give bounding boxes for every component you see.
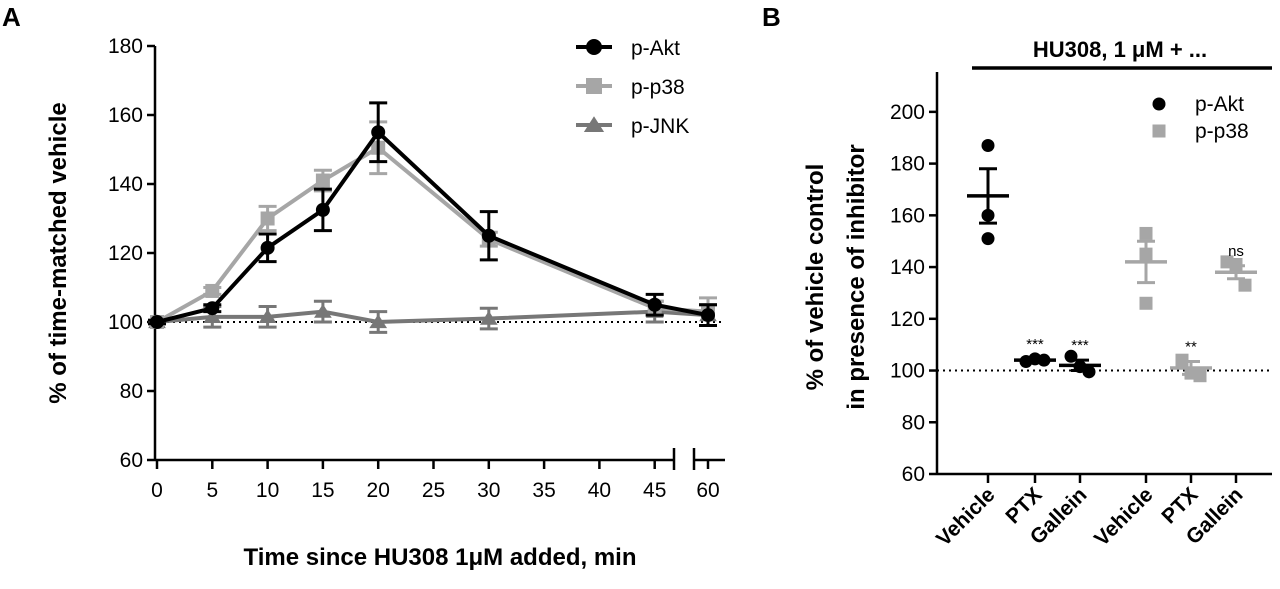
panel-a-y-tick-label: 140 (108, 173, 143, 196)
panel-a-y-tick-label: 80 (120, 380, 143, 403)
data-point-p-Akt (260, 240, 275, 255)
panel-b-y-tick-label: 200 (890, 101, 925, 124)
legend-label-p-JNK: p-JNK (631, 115, 689, 138)
data-point-p-Akt (1082, 365, 1096, 379)
panel-b-y-axis-title-line1: % of vehicle control (802, 164, 829, 391)
legend-label-p-p38: p-p38 (631, 76, 685, 99)
data-point-p-JNK (314, 303, 332, 318)
data-point-p-Akt (981, 208, 995, 222)
data-point-p-p38 (1139, 226, 1153, 240)
panel-b-y-tick-label: 100 (890, 360, 925, 383)
significance-label: ns (1228, 243, 1244, 260)
data-point-p-Akt (701, 308, 715, 323)
data-point-p-p38 (205, 283, 220, 298)
panel-a-x-tick-label: 25 (422, 479, 445, 502)
data-point-p-Akt (647, 297, 662, 312)
data-point-p-Akt (981, 232, 995, 246)
panel-b-y-tick-label: 80 (902, 411, 925, 434)
data-point-p-JNK (203, 309, 222, 323)
data-point-p-JNK (258, 309, 277, 323)
panel-a-x-tick-label: 45 (643, 479, 666, 502)
series-line-p-p38 (156, 145, 709, 324)
panel-a-y-tick-label: 160 (108, 104, 143, 127)
significance-label: *** (1071, 337, 1089, 354)
panel-b-y-tick-label: 140 (890, 256, 925, 279)
panel-a-x-tick-label: 5 (206, 479, 218, 502)
data-point-p-Akt (981, 138, 995, 152)
panel-b-category-label: Vehicle (1090, 483, 1157, 550)
legend-label-p-p38: p-p38 (1195, 120, 1249, 143)
data-point-p-p38 (1229, 257, 1243, 271)
panel-a-line-chart: % of time-matched vehicle Time since HU3… (45, 35, 725, 571)
panel-a-y-tick-label: 100 (108, 311, 143, 334)
panel-a-x-tick-label: 10 (256, 479, 279, 502)
panel-label-b: B (762, 2, 781, 32)
legend-marker-p-p38 (1152, 124, 1166, 138)
panel-a-x-tick-label: 35 (532, 479, 555, 502)
panel-a-y-tick-label: 120 (108, 242, 143, 265)
panel-a-x-axis-title: Time since HU308 1μM added, min (243, 544, 636, 571)
panel-a-x-tick-label: 40 (588, 479, 611, 502)
panel-b-y-tick-label: 60 (902, 463, 925, 486)
panel-a-x-tick-label: 15 (311, 479, 334, 502)
panel-a-x-tick-label: 20 (367, 479, 390, 502)
data-point-p-p38 (260, 211, 275, 226)
data-point-p-p38 (1238, 278, 1252, 292)
panel-b-y-tick-label: 120 (890, 308, 925, 331)
panel-label-a: A (2, 2, 21, 32)
data-point-p-Akt (371, 125, 386, 140)
data-point-p-p38 (1193, 369, 1207, 383)
legend-marker-p-JNK (583, 116, 605, 133)
panel-a-x-tick-label: 60 (696, 479, 719, 502)
data-point-p-Akt (1064, 349, 1078, 363)
data-point-p-Akt (481, 228, 496, 243)
panel-b-y-tick-label: 180 (890, 153, 925, 176)
panel-b-y-axis-title-line2: in presence of inhibitor (843, 144, 870, 409)
significance-label: ** (1185, 338, 1197, 355)
data-point-p-Akt (205, 301, 220, 316)
data-point-p-Akt (315, 202, 330, 217)
legend-marker-p-Akt (1152, 97, 1166, 111)
data-point-p-p38 (1139, 247, 1153, 261)
panel-b-scatter-chart: % of vehicle control in presence of inhi… (802, 37, 1272, 551)
panel-a-y-tick-label: 60 (120, 449, 143, 472)
legend-label-p-Akt: p-Akt (631, 37, 680, 60)
panel-b-category-label: Vehicle (932, 483, 999, 550)
series-line-p-JNK (156, 309, 709, 325)
data-point-p-Akt (150, 315, 164, 329)
legend-label-p-Akt: p-Akt (1195, 93, 1244, 116)
panel-a-y-axis-title: % of time-matched vehicle (45, 102, 72, 403)
data-point-p-JNK (479, 310, 498, 325)
legend-marker-p-p38 (586, 78, 602, 94)
significance-label: *** (1026, 336, 1044, 353)
data-point-p-JNK (369, 314, 388, 329)
panel-a-y-tick-label: 180 (108, 35, 143, 58)
panel-b-y-tick-label: 160 (890, 204, 925, 227)
data-point-p-p38 (1175, 353, 1189, 367)
data-point-p-p38 (1139, 296, 1153, 310)
panel-a-x-tick-label: 0 (151, 479, 163, 502)
legend-marker-p-Akt (586, 39, 602, 55)
data-point-p-p38 (315, 173, 330, 188)
panel-a-x-tick-label: 30 (477, 479, 500, 502)
panel-b-header: HU308, 1 μM + ... (1033, 37, 1207, 62)
series-line-p-Akt (156, 129, 709, 324)
